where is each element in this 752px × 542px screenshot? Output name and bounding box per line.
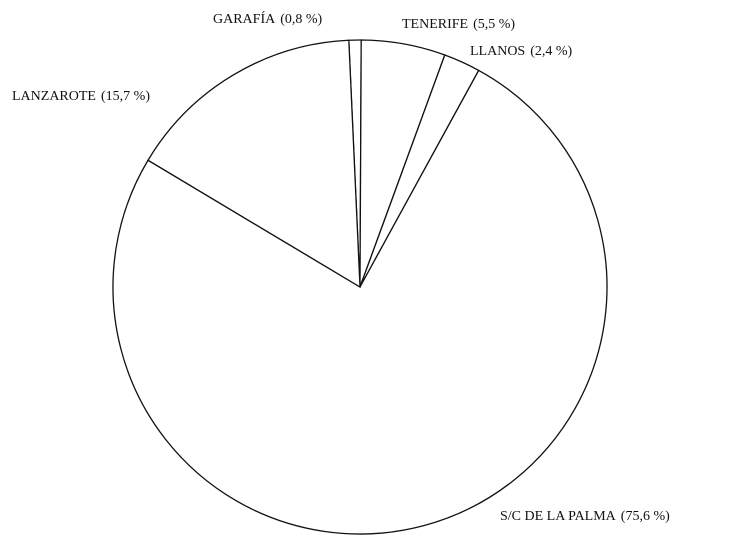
value-label: (2,4 %)	[530, 44, 572, 59]
category-label: TENERIFE	[402, 17, 468, 32]
value-label: (5,5 %)	[473, 17, 515, 32]
category-label: LLANOS	[470, 44, 525, 59]
slice-label: TENERIFE (5,5 %)	[402, 17, 515, 32]
slice-label: GARAFÍA (0,8 %)	[213, 10, 323, 27]
category-label: LANZAROTE	[12, 89, 96, 104]
value-label: (15,7 %)	[101, 89, 150, 104]
category-label: GARAFÍA	[213, 10, 276, 27]
slice-label: LANZAROTE (15,7 %)	[12, 89, 150, 104]
pie-slice	[147, 39, 361, 289]
category-label: S/C DE LA PALMA	[500, 509, 617, 524]
slice-label: S/C DE LA PALMA (75,6 %)	[500, 509, 670, 524]
slice-label: LLANOS (2,4 %)	[470, 44, 573, 59]
value-label: (75,6 %)	[621, 509, 670, 524]
value-label: (0,8 %)	[280, 12, 322, 27]
pie-slice	[112, 69, 608, 535]
